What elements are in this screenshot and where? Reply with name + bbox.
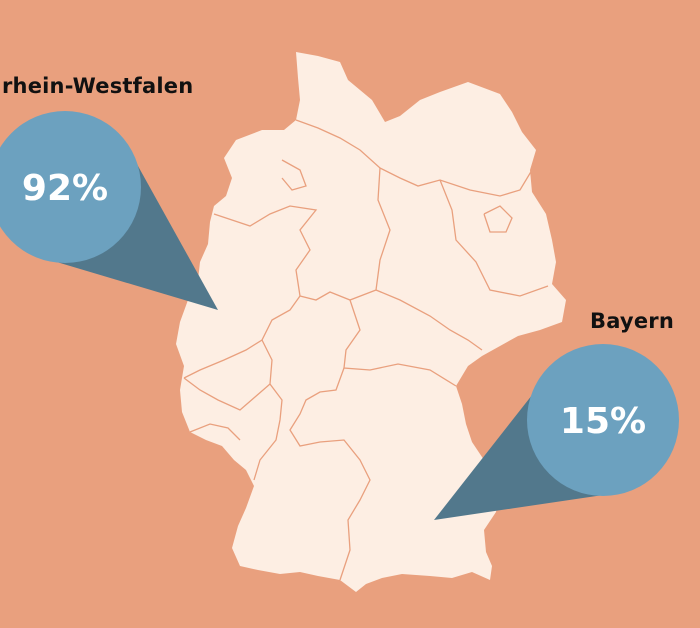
value-bubble — [0, 111, 141, 263]
callout-bayern: 15% — [434, 344, 679, 520]
callout-nrw: 92% — [0, 111, 218, 310]
region-label-nrw: rhein-Westfalen — [2, 74, 194, 98]
value-text: 15% — [560, 401, 646, 442]
state-borders — [183, 119, 549, 581]
region-label-bayern: Bayern — [590, 309, 674, 333]
value-text: 92% — [22, 168, 108, 209]
value-bubble — [527, 344, 679, 496]
callout-pointer — [434, 390, 610, 520]
germany-outline — [176, 52, 566, 592]
callout-pointer — [50, 148, 218, 310]
